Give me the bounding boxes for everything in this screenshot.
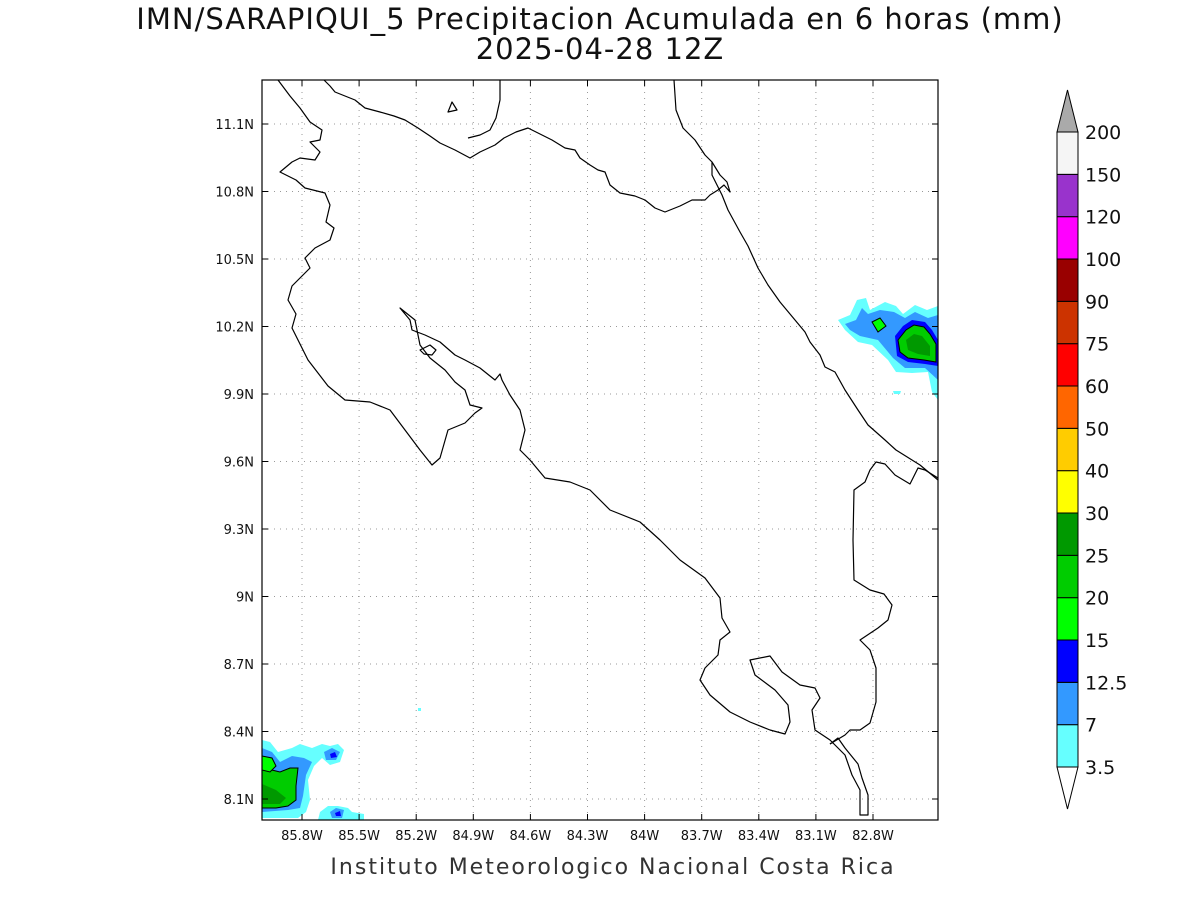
longitude-tick-label: 82.8W: [852, 829, 894, 844]
colorbar-swatch: [1056, 681, 1079, 726]
colorbar-level-label: 150: [1085, 164, 1121, 186]
colorbar-max-arrow: [1056, 89, 1079, 133]
colorbar-level-label: 7: [1085, 715, 1097, 737]
latitude-tick-label: 9.9N: [224, 388, 254, 403]
latitude-tick-label: 8.4N: [224, 726, 254, 741]
latitude-tick-label: 8.7N: [224, 658, 254, 673]
longitude-tick-label: 83.1W: [795, 829, 837, 844]
longitude-tick-label: 85.8W: [281, 829, 323, 844]
latitude-tick-label: 10.8N: [215, 186, 254, 201]
colorbar-level-label: 30: [1085, 503, 1109, 525]
colorbar-swatch: [1056, 597, 1079, 641]
precip-patch-east: [838, 298, 938, 400]
colorbar-swatch: [1056, 131, 1079, 175]
colorbar-swatch: [1056, 343, 1079, 387]
colorbar-level-label: 100: [1085, 249, 1121, 271]
longitude-tick-label: 84W: [630, 829, 660, 844]
colorbar-level-label: 12.5: [1085, 672, 1127, 694]
colorbar-swatch: [1056, 300, 1079, 345]
latitude-tick-label: 10.5N: [215, 253, 254, 268]
colorbar-swatch: [1056, 639, 1079, 683]
latitude-tick-label: 10.2N: [215, 321, 254, 336]
longitude-tick-label: 85.2W: [395, 829, 437, 844]
latitude-labels: 11.1N 10.8N 10.5N 10.2N 9.9N 9.6N 9.3N 9N 8.7N 8.…: [215, 118, 254, 808]
colorbar-swatch: [1056, 173, 1079, 218]
colorbar-swatch: [1056, 470, 1079, 514]
colorbar-swatch: [1056, 512, 1079, 556]
colorbar-level-label: 20: [1085, 588, 1109, 610]
map-subtitle: 2025-04-28 12Z: [475, 32, 725, 66]
colorbar-level-label: 90: [1085, 291, 1109, 313]
longitude-tick-label: 84.9W: [452, 829, 494, 844]
map-title: IMN/SARAPIQUI_5 Precipitacion Acumulada …: [136, 2, 1064, 36]
longitude-tick-label: 85.5W: [338, 829, 380, 844]
footer-credit: Instituto Meteorologico Nacional Costa R…: [330, 855, 896, 880]
colorbar-level-label: 60: [1085, 376, 1109, 398]
longitude-tick-label: 84.6W: [509, 829, 551, 844]
latitude-tick-label: 11.1N: [215, 118, 254, 133]
colorbar-swatch: [1056, 216, 1079, 260]
latitude-tick-label: 8.1N: [224, 793, 254, 808]
precip-patch-southwest: [261, 708, 421, 820]
colorbar-swatch: [1056, 724, 1079, 768]
latitude-tick-label: 9.3N: [224, 523, 254, 538]
coastline: [277, 79, 939, 816]
latitude-tick-label: 9.6N: [224, 456, 254, 471]
colorbar-level-label: 75: [1085, 334, 1109, 356]
colorbar-level-label: 120: [1085, 207, 1121, 229]
longitude-tick-label: 83.4W: [738, 829, 780, 844]
colorbar-level-label: 25: [1085, 545, 1109, 567]
colorbar-level-label: 15: [1085, 630, 1109, 652]
colorbar-level-label: 200: [1085, 122, 1121, 144]
colorbar-swatch: [1056, 385, 1079, 429]
map-frame: [261, 79, 939, 821]
colorbar-swatch: [1056, 427, 1079, 472]
grid-lines: [262, 80, 938, 820]
longitude-tick-label: 83.7W: [681, 829, 723, 844]
colorbar: 3.5 7 12.5 15 20 25 30 40 50 60 75 90 100 120 150 200: [1056, 89, 1127, 810]
colorbar-min-arrow: [1056, 766, 1079, 810]
colorbar-level-label: 40: [1085, 461, 1109, 483]
axis-ticks: [262, 80, 938, 820]
colorbar-swatch: [1056, 258, 1079, 302]
colorbar-level-label: 50: [1085, 418, 1109, 440]
latitude-tick-label: 9N: [236, 591, 254, 606]
colorbar-level-label: 3.5: [1085, 757, 1115, 779]
longitude-labels: 85.8W 85.5W 85.2W 84.9W 84.6W 84.3W 84W 83.7W 83…: [281, 829, 894, 844]
longitude-tick-label: 84.3W: [567, 829, 609, 844]
colorbar-swatch: [1056, 554, 1079, 599]
